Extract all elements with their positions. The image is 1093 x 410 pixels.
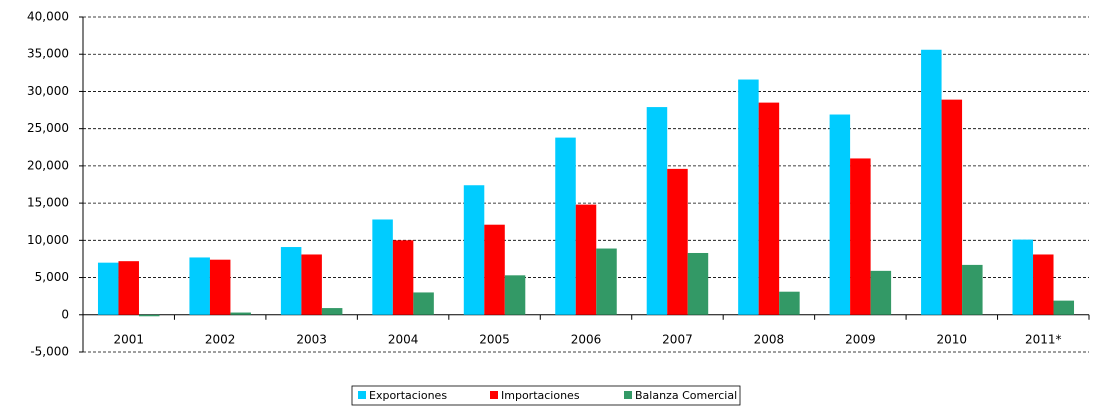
x-tick-label: 2009	[845, 332, 876, 346]
x-tick-label: 2005	[479, 332, 510, 346]
legend-swatch	[358, 391, 366, 399]
bar	[372, 219, 393, 315]
legend-label: Balanza Comercial	[635, 389, 737, 402]
bar	[280, 247, 302, 315]
y-tick-label: 30,000	[27, 84, 69, 98]
bar	[97, 262, 119, 315]
bar	[413, 292, 434, 315]
x-tick-label: 2011*	[1025, 332, 1062, 346]
y-tick-label: 20,000	[27, 158, 69, 172]
legend-box	[351, 385, 741, 406]
bar	[189, 257, 210, 315]
legend-label: Exportaciones	[369, 389, 447, 402]
bar	[646, 107, 668, 315]
x-tick-label: 2007	[662, 332, 693, 346]
bar	[1033, 254, 1054, 315]
bar	[321, 308, 343, 315]
y-tick-label: 25,000	[27, 121, 69, 135]
bar	[921, 49, 942, 315]
x-tick-label: 2002	[205, 332, 236, 346]
y-tick-label: 5,000	[35, 270, 69, 284]
x-tick-label: 2006	[571, 332, 602, 346]
bar	[758, 102, 780, 315]
bar	[850, 158, 871, 315]
bar	[962, 264, 983, 315]
bar	[230, 312, 251, 315]
x-tick-label: 2001	[113, 332, 144, 346]
bar	[138, 314, 160, 317]
x-tick-label: 2003	[296, 332, 327, 346]
bar	[463, 185, 485, 315]
bar	[1012, 239, 1034, 315]
y-tick-label: 0	[61, 307, 69, 321]
y-tick-label: -5,000	[30, 345, 69, 359]
x-tick-label: 2004	[388, 332, 419, 346]
x-tick-label: 2008	[754, 332, 785, 346]
bar	[687, 252, 709, 315]
bar	[555, 137, 576, 315]
legend-swatch	[490, 391, 498, 399]
bar	[779, 291, 800, 315]
y-tick-label: 15,000	[27, 196, 69, 210]
bar	[738, 79, 759, 315]
y-tick-label: 10,000	[27, 233, 69, 247]
bar	[484, 224, 505, 315]
bar	[829, 114, 851, 315]
bar	[118, 261, 139, 315]
bar	[575, 204, 597, 315]
bar	[301, 254, 322, 315]
x-tick-label: 2010	[937, 332, 968, 346]
bar	[596, 248, 617, 315]
legend-swatch	[624, 391, 632, 399]
bar	[504, 275, 526, 315]
bar	[392, 240, 414, 315]
y-tick-label: 40,000	[27, 10, 69, 24]
legend-label: Importaciones	[501, 389, 580, 402]
bar	[667, 168, 688, 315]
bar	[870, 270, 892, 315]
bar	[1053, 300, 1075, 315]
y-tick-label: 35,000	[27, 47, 69, 61]
bar	[941, 99, 963, 315]
bar	[209, 259, 231, 315]
